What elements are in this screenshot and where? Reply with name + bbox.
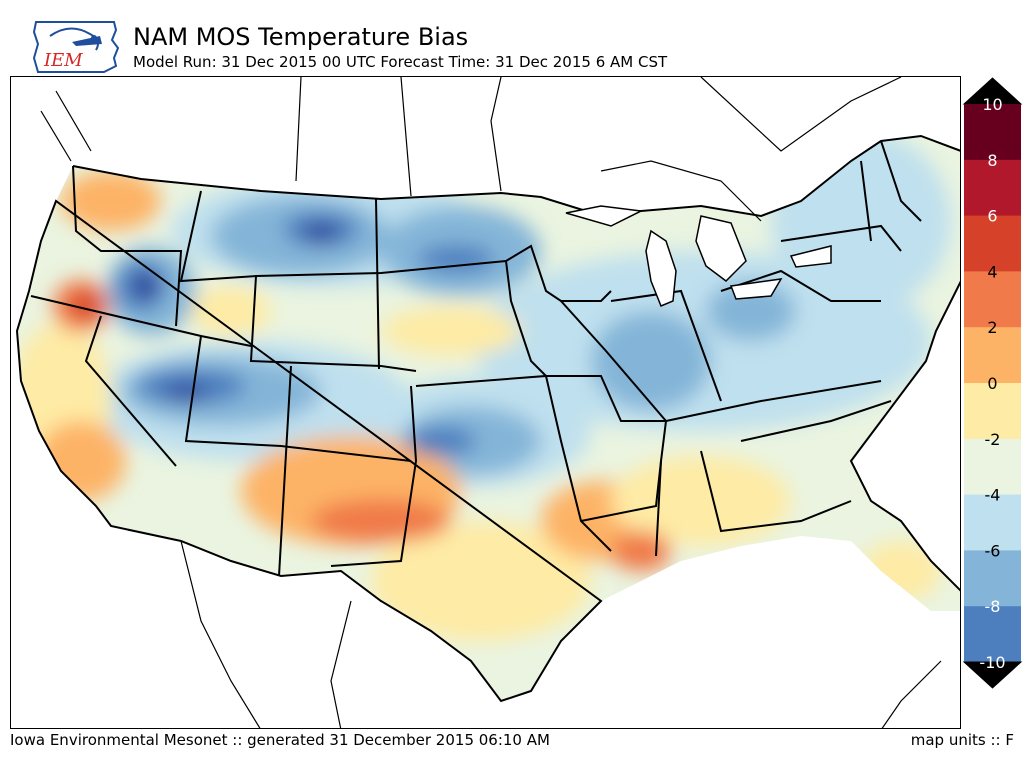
colorbar-bin xyxy=(964,159,1021,217)
colorbar-bin xyxy=(964,550,1021,607)
colorbar-tick-label: 2 xyxy=(987,318,997,337)
colorbar-under-arrow xyxy=(962,661,1023,689)
colorbar-tick-label: -10 xyxy=(979,653,1005,672)
logo-text: IEM xyxy=(43,50,83,71)
colorbar-tick-label: -4 xyxy=(985,486,1001,505)
colorbar-tick-label: 8 xyxy=(987,151,997,170)
us-bias-map xyxy=(15,77,960,728)
colorbar-bin xyxy=(964,327,1021,384)
colorbar-bin xyxy=(964,494,1021,551)
colorbar-bin xyxy=(964,606,1021,663)
colorbar-tick-label: 4 xyxy=(987,262,997,281)
colorbar-tick-label: 10 xyxy=(982,95,1002,114)
footer-credit: Iowa Environmental Mesonet :: generated … xyxy=(10,731,550,749)
great-lakes xyxy=(565,205,832,307)
colorbar-bin xyxy=(964,104,1021,161)
colorbar-bin xyxy=(964,271,1021,328)
colorbar-bin xyxy=(964,383,1021,440)
international-borders xyxy=(40,77,942,728)
map-panel xyxy=(10,76,961,729)
colorbar-tick-label: -6 xyxy=(985,541,1001,560)
map-title: NAM MOS Temperature Bias xyxy=(133,23,469,51)
state-borders xyxy=(15,134,960,703)
iem-logo: IEM xyxy=(32,21,120,73)
colorbar-bin xyxy=(964,215,1021,272)
colorbar-tick-label: -2 xyxy=(985,430,1001,449)
map-subtitle: Model Run: 31 Dec 2015 00 UTC Forecast T… xyxy=(133,53,668,71)
colorbar-tick-label: -8 xyxy=(985,597,1001,616)
colorbar-labels: 10 8 6 4 2 0 -2 -4 -6 -8 -10 xyxy=(979,95,1005,672)
colorbar-bin xyxy=(964,438,1021,496)
colorbar: 10 8 6 4 2 0 -2 -4 -6 -8 -10 xyxy=(962,77,1023,689)
bias-field xyxy=(17,136,960,701)
colorbar-tick-label: 6 xyxy=(987,207,997,226)
iowa-outline xyxy=(32,21,120,73)
map-units: map units :: F xyxy=(910,731,1014,749)
logo-swirl xyxy=(49,27,99,51)
colorbar-tick-label: 0 xyxy=(987,374,997,393)
colorbar-bins xyxy=(962,77,1023,689)
